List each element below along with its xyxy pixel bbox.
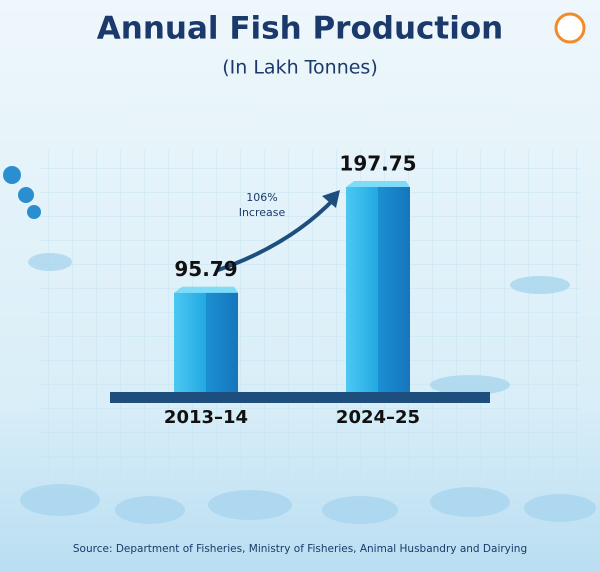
grid-backdrop bbox=[40, 150, 580, 480]
bar-top bbox=[346, 181, 410, 187]
arrow bbox=[217, 196, 337, 272]
coral bbox=[3, 166, 41, 219]
baseline bbox=[110, 392, 490, 403]
bar bbox=[174, 292, 238, 392]
source-note: Source: Department of Fisheries, Ministr… bbox=[73, 543, 527, 555]
logo bbox=[554, 12, 586, 44]
value-label: 197.75 bbox=[339, 152, 416, 176]
x-tick-label: 2013–14 bbox=[164, 407, 248, 428]
chart-title: Annual Fish Production bbox=[97, 11, 503, 47]
annotation-line: Increase bbox=[239, 206, 286, 219]
arrow-head bbox=[322, 190, 340, 208]
annotation: 106% Increase bbox=[239, 191, 286, 219]
decor bbox=[20, 253, 596, 524]
value-label: 95.79 bbox=[174, 257, 237, 281]
bar bbox=[346, 187, 410, 392]
x-tick-label: 2024–25 bbox=[336, 407, 420, 428]
bar-top bbox=[174, 286, 238, 293]
chart-subtitle: (In Lakh Tonnes) bbox=[222, 57, 378, 79]
annotation-line: 106% bbox=[246, 191, 277, 204]
